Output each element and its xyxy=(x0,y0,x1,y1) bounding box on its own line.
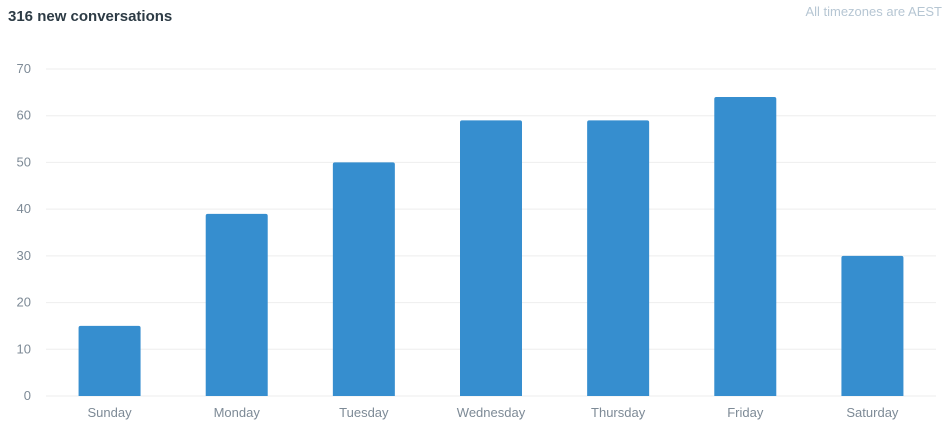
x-tick-label: Friday xyxy=(727,405,764,420)
y-tick-label: 70 xyxy=(17,61,31,76)
bar-wednesday[interactable] xyxy=(460,120,522,396)
y-tick-label: 0 xyxy=(24,388,31,403)
bar-sunday[interactable] xyxy=(78,325,141,396)
x-tick-label: Sunday xyxy=(88,405,133,420)
y-tick-label: 40 xyxy=(17,201,31,216)
bar-saturday[interactable] xyxy=(841,255,904,396)
timezone-note: All timezones are AEST xyxy=(805,4,942,19)
bar-tuesday[interactable] xyxy=(332,162,395,396)
x-tick-label: Monday xyxy=(214,405,261,420)
y-tick-label: 10 xyxy=(17,341,31,356)
x-tick-label: Thursday xyxy=(591,405,646,420)
chart-title: 316 new conversations xyxy=(8,8,173,25)
y-tick-label: 50 xyxy=(17,154,31,169)
bar-friday[interactable] xyxy=(714,97,777,397)
y-tick-label: 60 xyxy=(17,108,31,123)
y-tick-label: 20 xyxy=(17,295,31,310)
x-tick-label: Tuesday xyxy=(339,405,389,420)
x-tick-label: Saturday xyxy=(846,405,899,420)
bar-monday[interactable] xyxy=(205,213,268,396)
y-tick-label: 30 xyxy=(17,248,31,263)
x-tick-label: Wednesday xyxy=(457,405,526,420)
bar-thursday[interactable] xyxy=(587,120,650,396)
